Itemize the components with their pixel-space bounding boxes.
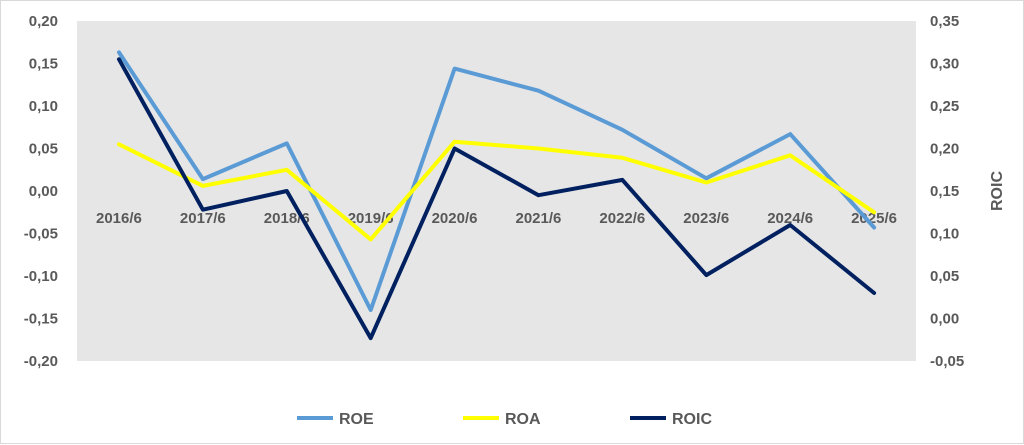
category-label: 2024/6	[767, 210, 813, 227]
left-tick-label: 0,05	[29, 141, 58, 158]
plot-area	[77, 21, 916, 361]
left-tick-label: -0,10	[24, 268, 58, 285]
legend-label: ROE	[339, 411, 374, 428]
right-tick-label: 0,30	[930, 56, 959, 73]
right-axis-ticks: 0,35 0,30 0,25 0,20 0,15 0,10 0,05 0,00 -0,05	[930, 13, 964, 370]
legend-label: ROA	[505, 411, 541, 428]
category-labels: 2016/6 2017/6 2018/6 2019/6 2020/6 2021/6 2022…	[96, 210, 897, 227]
legend: ROE ROA ROIC	[297, 411, 712, 428]
left-tick-label: 0,00	[29, 183, 58, 200]
category-label: 2020/6	[432, 210, 478, 227]
series-lines	[117, 50, 877, 341]
legend-label: ROIC	[672, 411, 712, 428]
left-tick-label: -0,20	[24, 353, 58, 370]
left-tick-label: -0,05	[24, 226, 58, 243]
category-label: 2019/6	[348, 210, 394, 227]
left-tick-label: -0,15	[24, 311, 58, 328]
right-tick-label: 0,00	[930, 311, 959, 328]
series-line-roe	[117, 50, 877, 312]
right-tick-label: 0,25	[930, 98, 959, 115]
right-tick-label: 0,05	[930, 268, 959, 285]
category-label: 2023/6	[683, 210, 729, 227]
right-axis-title: ROIC	[989, 171, 1006, 211]
category-label: 2022/6	[599, 210, 645, 227]
category-label: 2021/6	[516, 210, 562, 227]
series-line-roic	[117, 57, 877, 341]
legend-item-roic: ROIC	[630, 411, 712, 428]
left-axis-ticks: 0,20 0,15 0,10 0,05 0,00 -0,05 -0,10 -0,15 -0,20	[24, 13, 58, 370]
right-tick-label: 0,35	[930, 13, 959, 30]
left-tick-label: 0,20	[29, 13, 58, 30]
right-tick-label: 0,20	[930, 141, 959, 158]
series-line-roa	[117, 139, 877, 242]
left-tick-label: 0,10	[29, 98, 58, 115]
legend-item-roa: ROA	[463, 411, 541, 428]
right-tick-label: 0,15	[930, 183, 959, 200]
right-tick-label: -0,05	[930, 353, 964, 370]
category-label: 2017/6	[180, 210, 226, 227]
left-tick-label: 0,15	[29, 56, 58, 73]
category-label: 2016/6	[96, 210, 142, 227]
legend-item-roe: ROE	[297, 411, 374, 428]
right-tick-label: 0,10	[930, 226, 959, 243]
